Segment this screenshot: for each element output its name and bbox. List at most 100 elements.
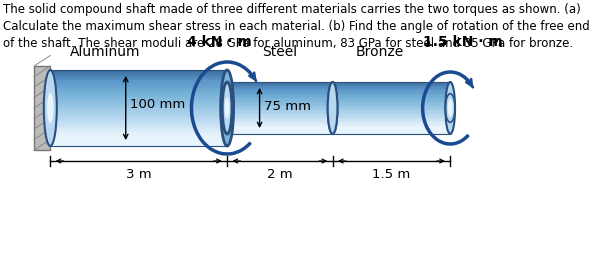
Bar <box>332 117 450 118</box>
Bar <box>332 130 450 131</box>
Bar <box>332 107 450 109</box>
Bar <box>50 119 227 121</box>
Bar <box>50 76 227 78</box>
Bar <box>227 90 332 91</box>
Bar <box>50 144 227 146</box>
Bar <box>50 82 227 84</box>
Bar <box>50 101 227 103</box>
Bar <box>227 83 332 85</box>
Bar <box>50 121 227 122</box>
Bar <box>50 78 227 80</box>
Bar <box>50 142 227 144</box>
Text: Bronze: Bronze <box>356 45 404 59</box>
Bar <box>227 129 332 130</box>
Bar <box>50 91 227 93</box>
Bar <box>227 105 332 106</box>
Bar <box>332 95 450 97</box>
Bar <box>332 131 450 133</box>
Bar <box>227 117 332 118</box>
Text: 100 mm: 100 mm <box>130 98 185 111</box>
Bar <box>332 109 450 110</box>
Ellipse shape <box>446 82 455 134</box>
Bar <box>227 119 332 121</box>
Bar <box>50 117 227 119</box>
Bar <box>227 93 332 94</box>
Bar <box>50 95 227 97</box>
Bar <box>332 89 450 90</box>
Bar <box>50 127 227 128</box>
Bar <box>332 98 450 99</box>
Bar <box>227 91 332 93</box>
Bar <box>227 130 332 131</box>
Bar <box>227 87 332 89</box>
Bar <box>332 106 450 107</box>
Bar <box>227 127 332 129</box>
Text: 3 m: 3 m <box>126 168 152 181</box>
Bar <box>227 85 332 86</box>
Bar <box>227 113 332 114</box>
Bar <box>50 134 227 136</box>
Bar <box>332 123 450 125</box>
Bar <box>332 103 450 105</box>
Bar <box>332 133 450 134</box>
Bar <box>50 138 227 140</box>
Bar <box>332 97 450 98</box>
Bar <box>332 121 450 122</box>
Bar <box>50 113 227 115</box>
Ellipse shape <box>448 99 453 117</box>
Bar <box>332 122 450 123</box>
Bar <box>332 129 450 130</box>
Bar <box>227 109 332 110</box>
Ellipse shape <box>47 93 53 123</box>
Bar <box>227 101 332 102</box>
Bar <box>50 93 227 95</box>
Bar <box>332 83 450 85</box>
Bar <box>227 95 332 97</box>
Bar <box>50 109 227 111</box>
Bar <box>332 86 450 87</box>
Bar <box>227 102 332 103</box>
Bar <box>332 119 450 121</box>
Bar <box>332 126 450 127</box>
Text: 1.5 m: 1.5 m <box>372 168 411 181</box>
Bar <box>332 90 450 91</box>
Bar <box>50 99 227 101</box>
Bar <box>332 105 450 106</box>
Bar <box>50 140 227 142</box>
Bar <box>227 126 332 127</box>
Bar <box>50 86 227 88</box>
Bar <box>332 118 450 119</box>
Text: Steel: Steel <box>263 45 297 59</box>
Bar <box>227 114 332 115</box>
Bar <box>227 99 332 101</box>
Bar <box>227 103 332 105</box>
Bar <box>332 85 450 86</box>
Bar <box>332 125 450 126</box>
Bar <box>227 125 332 126</box>
Bar <box>50 97 227 99</box>
Bar <box>332 91 450 93</box>
Bar <box>50 115 227 117</box>
Bar <box>227 122 332 123</box>
Bar <box>227 110 332 111</box>
Bar <box>227 133 332 134</box>
Bar <box>332 115 450 117</box>
Text: Aluminum: Aluminum <box>70 45 141 59</box>
Bar <box>332 99 450 101</box>
Ellipse shape <box>221 70 234 146</box>
Ellipse shape <box>225 98 230 118</box>
Bar <box>227 89 332 90</box>
Bar <box>50 136 227 138</box>
Bar <box>227 82 332 83</box>
Bar <box>227 97 332 98</box>
Bar <box>227 118 332 119</box>
Bar <box>332 114 450 115</box>
Bar <box>227 107 332 109</box>
Bar <box>50 84 227 86</box>
Bar <box>50 80 227 82</box>
Bar <box>227 106 332 107</box>
Bar <box>50 125 227 127</box>
Bar <box>227 131 332 133</box>
Bar <box>227 86 332 87</box>
Bar <box>332 93 450 94</box>
